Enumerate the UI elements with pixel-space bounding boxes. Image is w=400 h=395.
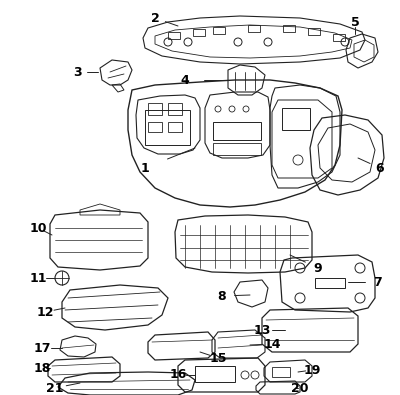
Text: 10: 10 [29,222,47,235]
Bar [145,110,190,145]
Bar [213,143,261,155]
Bar [213,27,225,34]
Text: 21: 21 [46,382,64,395]
Text: 19: 19 [303,363,321,376]
Text: 14: 14 [263,337,281,350]
Bar [308,28,320,35]
Bar [168,32,180,39]
Bar [195,366,235,382]
Text: 17: 17 [33,342,51,354]
Text: 2: 2 [151,11,159,24]
Text: 9: 9 [314,261,322,275]
Text: 12: 12 [36,305,54,318]
Bar [148,122,162,132]
Text: 1: 1 [141,162,149,175]
Bar [168,103,182,115]
Text: 11: 11 [29,271,47,284]
Bar [248,25,260,32]
Text: 20: 20 [291,382,309,395]
Text: 3: 3 [74,66,82,79]
Text: 7: 7 [374,275,382,288]
Bar [213,122,261,140]
Bar [148,103,162,115]
Bar [315,278,345,288]
Text: 16: 16 [169,369,187,382]
Text: 18: 18 [33,361,51,374]
Text: 13: 13 [253,324,271,337]
Text: 6: 6 [376,162,384,175]
Text: 8: 8 [218,290,226,303]
Bar [168,122,182,132]
Text: 5: 5 [351,15,359,28]
Bar [333,34,345,41]
Bar [282,108,310,130]
Bar [272,367,290,377]
Bar [193,29,205,36]
Bar [283,25,295,32]
Text: 15: 15 [209,352,227,365]
Text: 4: 4 [181,73,189,87]
